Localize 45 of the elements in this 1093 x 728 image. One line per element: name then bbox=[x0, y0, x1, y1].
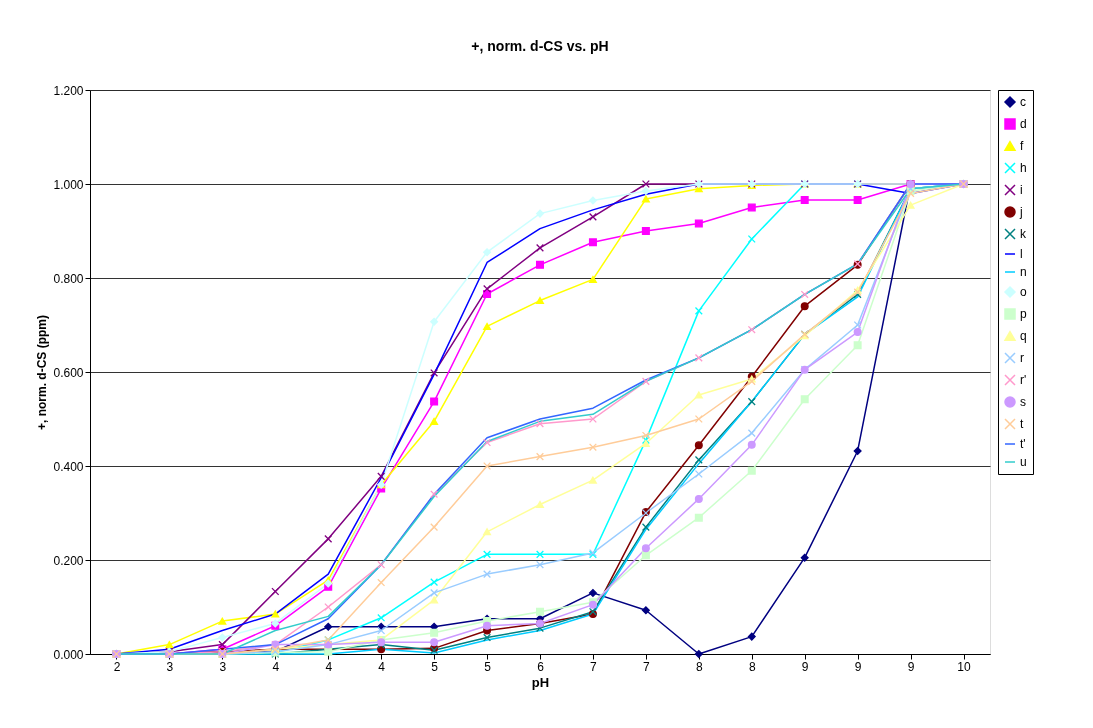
x-tick-label: 4 bbox=[378, 659, 386, 674]
y-tick-label: 1.200 bbox=[53, 83, 84, 98]
x-tick-label: 9 bbox=[801, 659, 809, 674]
x-tick-label: 5 bbox=[484, 659, 492, 674]
legend-label: q bbox=[1020, 329, 1027, 343]
y-tick-label: 0.800 bbox=[53, 271, 84, 286]
x-tick-label: 5 bbox=[431, 659, 439, 674]
legend-label: n bbox=[1020, 265, 1027, 279]
x-tick-label: 6 bbox=[537, 659, 545, 674]
legend-label: h bbox=[1020, 161, 1027, 175]
x-axis-title: pH bbox=[531, 674, 550, 690]
legend-label: l bbox=[1020, 247, 1023, 261]
y-tick-label: 0.600 bbox=[53, 365, 84, 380]
legend-label: s bbox=[1020, 395, 1026, 409]
x-tick-label: 9 bbox=[907, 659, 915, 674]
legend-label: o bbox=[1020, 285, 1027, 299]
legend-label: f bbox=[1020, 139, 1024, 153]
legend-label: r bbox=[1020, 351, 1024, 365]
legend-label: i bbox=[1020, 183, 1023, 197]
legend-label: k bbox=[1020, 227, 1027, 241]
x-tick-label: 7 bbox=[590, 659, 598, 674]
legend-label: j bbox=[1019, 205, 1023, 219]
x-tick-label: 4 bbox=[325, 659, 333, 674]
legend-label: c bbox=[1020, 95, 1026, 109]
legend-label: d bbox=[1020, 117, 1027, 131]
x-tick-label: 4 bbox=[272, 659, 280, 674]
x-tick-label: 3 bbox=[166, 659, 174, 674]
x-tick-label: 9 bbox=[854, 659, 862, 674]
legend-label: u bbox=[1020, 455, 1027, 469]
x-tick-label: 2 bbox=[113, 659, 121, 674]
x-tick-label: 8 bbox=[748, 659, 756, 674]
legend-label: p bbox=[1020, 307, 1027, 321]
y-tick-label: 0.400 bbox=[53, 459, 84, 474]
y-tick-label: 1.000 bbox=[53, 177, 84, 192]
chart-title: +, norm. d-CS vs. pH bbox=[471, 38, 609, 54]
y-axis-title: +, norm. d-CS (ppm) bbox=[35, 315, 50, 430]
x-tick-label: 3 bbox=[219, 659, 227, 674]
y-tick-label: 0.000 bbox=[53, 647, 84, 662]
legend-label: t' bbox=[1020, 437, 1026, 451]
legend-label: t bbox=[1020, 417, 1024, 431]
x-tick-label: 7 bbox=[643, 659, 651, 674]
x-tick-label: 8 bbox=[695, 659, 703, 674]
legend-label: r' bbox=[1020, 373, 1027, 387]
x-tick-label: 10 bbox=[957, 659, 972, 674]
y-tick-label: 0.200 bbox=[53, 553, 84, 568]
